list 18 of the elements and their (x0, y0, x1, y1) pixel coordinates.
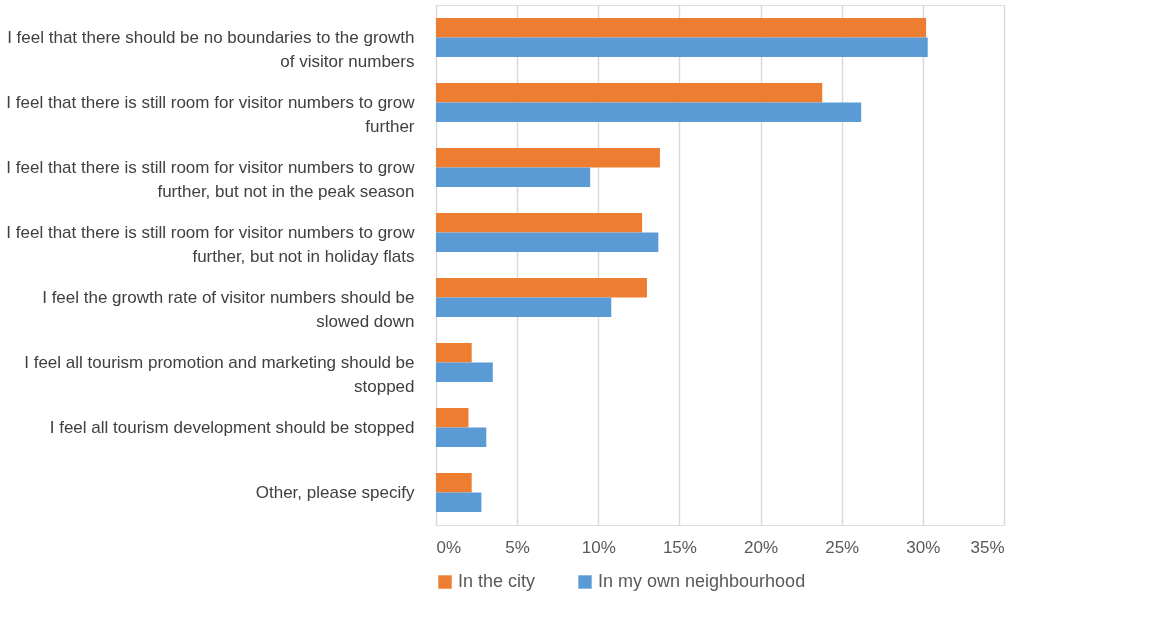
y-tick-label: I feel all tourism promotion and marketing should be stopped (24, 352, 415, 396)
legend-label: In the city (458, 571, 536, 591)
y-tick-label: I feel all tourism development should be stopped (49, 417, 415, 437)
legend-label: In my own neighbourhood (598, 571, 806, 591)
y-tick-label: I feel that there should be no boundaries to the growth of visitor numbers (7, 27, 415, 71)
x-tick-label: 15% (662, 537, 697, 557)
y-tick-label: I feel the growth rate of visitor numbers should be slowed down (42, 287, 415, 331)
y-tick-label: Other, please specify (255, 482, 415, 502)
x-tick-label: 20% (744, 537, 779, 557)
y-tick-label: I feel that there is still room for visitor numbers to grow further (6, 92, 416, 136)
y-tick-label: I feel that there is still room for visitor numbers to grow further, but not in the peak season (6, 157, 416, 201)
x-tick-label: 35% (970, 537, 1005, 557)
y-tick-label: I feel that there is still room for visitor numbers to grow further, but not in holiday flats (6, 222, 416, 266)
x-tick-label: 25% (825, 537, 860, 557)
x-tick-label: 0% (436, 537, 462, 557)
x-tick-label: 30% (906, 537, 941, 557)
x-tick-label: 5% (505, 537, 530, 557)
x-tick-label: 10% (581, 537, 616, 557)
